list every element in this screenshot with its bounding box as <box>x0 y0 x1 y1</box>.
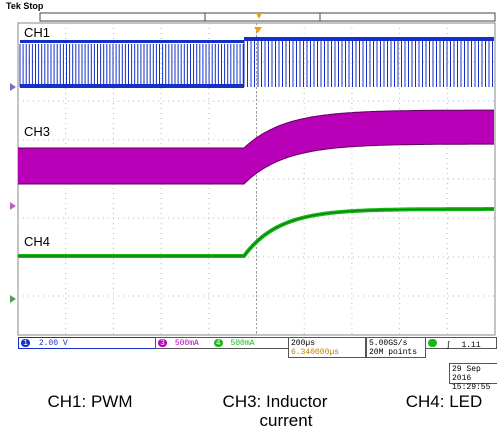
ch1-badge: 1 <box>21 339 30 348</box>
date-value: 29 Sep 2016 <box>452 365 481 383</box>
ch3-scale: 500mA <box>174 339 199 348</box>
caption-ch3-line1: CH3: Inductor <box>222 392 328 411</box>
trigger-source-badge <box>428 339 437 347</box>
ch1-high-level-band <box>244 37 494 41</box>
ch4-scale: 500mA <box>230 339 255 348</box>
caption-ch3-line2: current <box>259 411 313 430</box>
bottom-status-bar: 1 2.00 V 3 500mA 4 500mA 200µs 6.340000µ… <box>18 337 497 392</box>
graticule-grid <box>18 23 495 335</box>
trigger-readout[interactable]: ∫ 1.11 <box>425 337 497 350</box>
trigger-level-marker <box>254 27 262 33</box>
ch3-trace-label: CH3 <box>24 124 51 139</box>
ch4-ground-marker[interactable] <box>10 295 16 303</box>
ch4-badge: 4 <box>213 339 223 348</box>
ch3-upper-envelope <box>18 109 494 149</box>
trigger-slope-icon: ∫ <box>445 341 451 350</box>
timebase-readout[interactable]: 200µs 6.340000µs <box>288 337 366 358</box>
time-value: 15:29:55 <box>452 383 491 392</box>
ch1-high-level-band-left <box>20 40 244 43</box>
ch1-low-level-band <box>20 84 244 88</box>
caption-ch3: CH3: Inductor current <box>210 392 340 430</box>
oscilloscope-screenshot: Tek Stop CH1 CH3 CH4 1 2.00 V 3 500mA 4 … <box>6 1 497 392</box>
ch4-trace-label: CH4 <box>24 234 51 249</box>
ch3-lower-envelope <box>18 143 494 185</box>
ch3-inductor-current-waveform <box>18 110 494 184</box>
timebase-value: 200µs <box>291 339 316 348</box>
record-length: 20M points <box>369 348 418 357</box>
ch1-ground-marker[interactable] <box>10 83 16 91</box>
ch3-ch4-scale-readout[interactable]: 3 500mA 4 500mA <box>155 337 289 349</box>
ch4-waveform-core <box>18 208 494 257</box>
date-time-readout: 29 Sep 2016 15:29:55 <box>449 363 497 392</box>
ch1-pwm-waveform <box>19 40 493 87</box>
acquisition-status: Tek Stop <box>6 1 44 11</box>
trigger-position-marker <box>256 13 262 19</box>
scope-display <box>10 12 496 336</box>
ch1-trace-label: CH1 <box>24 25 51 40</box>
ch1-volts-per-div: 2.00 V <box>38 339 68 348</box>
trigger-level-value: 1.11 <box>461 341 481 350</box>
ch1-scale-readout[interactable]: 1 2.00 V <box>18 337 156 349</box>
sample-rate: 5.00GS/s <box>369 339 408 348</box>
trigger-position-value: 6.340000µs <box>291 348 340 357</box>
ch3-ground-marker[interactable] <box>10 202 16 210</box>
record-ruler <box>39 12 496 22</box>
caption-ch1: CH1: PWM <box>47 392 133 411</box>
acquisition-readout[interactable]: 5.00GS/s 20M points <box>366 337 426 358</box>
ch3-badge: 3 <box>158 339 167 348</box>
waveform-traces <box>18 37 494 258</box>
caption-ch4: CH4: LED <box>405 392 483 411</box>
